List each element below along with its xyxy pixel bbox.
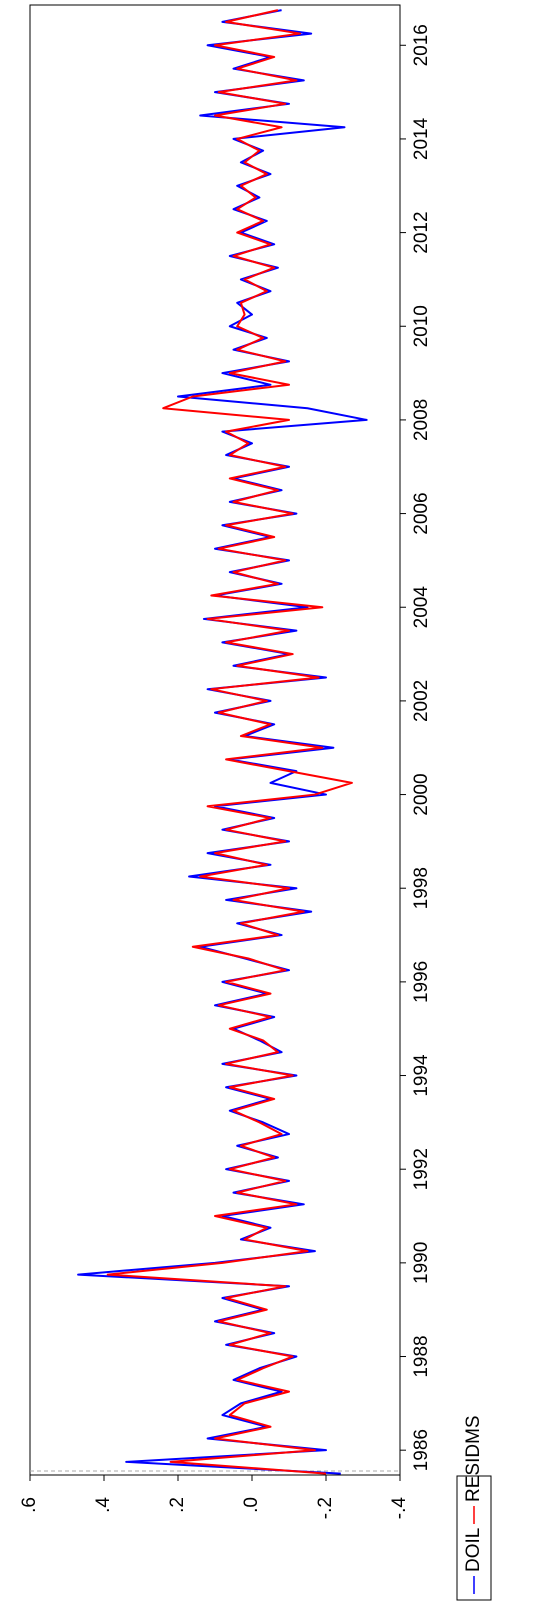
x-tick-label: 2010 <box>411 305 432 347</box>
y-tick-label: .6 <box>19 1497 40 1513</box>
y-tick-label: -.2 <box>315 1497 336 1519</box>
x-tick-label: 1996 <box>411 961 432 1003</box>
x-tick-label: 2008 <box>411 399 432 441</box>
x-tick-label: 2016 <box>411 24 432 66</box>
y-tick-label: -.4 <box>389 1497 410 1520</box>
plot-frame <box>29 4 401 1476</box>
x-tick-label: 1992 <box>411 1148 432 1190</box>
legend-label: RESIDMS <box>463 1415 484 1502</box>
x-tick-label: 2014 <box>411 117 432 160</box>
x-tick-label: 2002 <box>411 680 432 722</box>
x-tick-label: 1986 <box>411 1429 432 1471</box>
series-line <box>77 9 368 1475</box>
x-tick-label: 1988 <box>411 1335 432 1377</box>
x-tick-label: 1994 <box>411 1054 432 1097</box>
x-tick-label: 2006 <box>411 492 432 534</box>
legend-box <box>456 1475 492 1601</box>
legend-label: DOIL <box>463 1528 484 1572</box>
series-line <box>106 9 353 1475</box>
y-tick-label: .2 <box>167 1497 188 1513</box>
x-tick-label: 2004 <box>411 586 432 629</box>
y-tick-label: .4 <box>93 1497 114 1513</box>
y-tick-label: .0 <box>241 1497 262 1513</box>
x-tick-label: 1998 <box>411 867 432 909</box>
x-tick-label: 2012 <box>411 211 432 253</box>
x-tick-label: 2000 <box>411 773 432 815</box>
x-tick-label: 1990 <box>411 1242 432 1284</box>
